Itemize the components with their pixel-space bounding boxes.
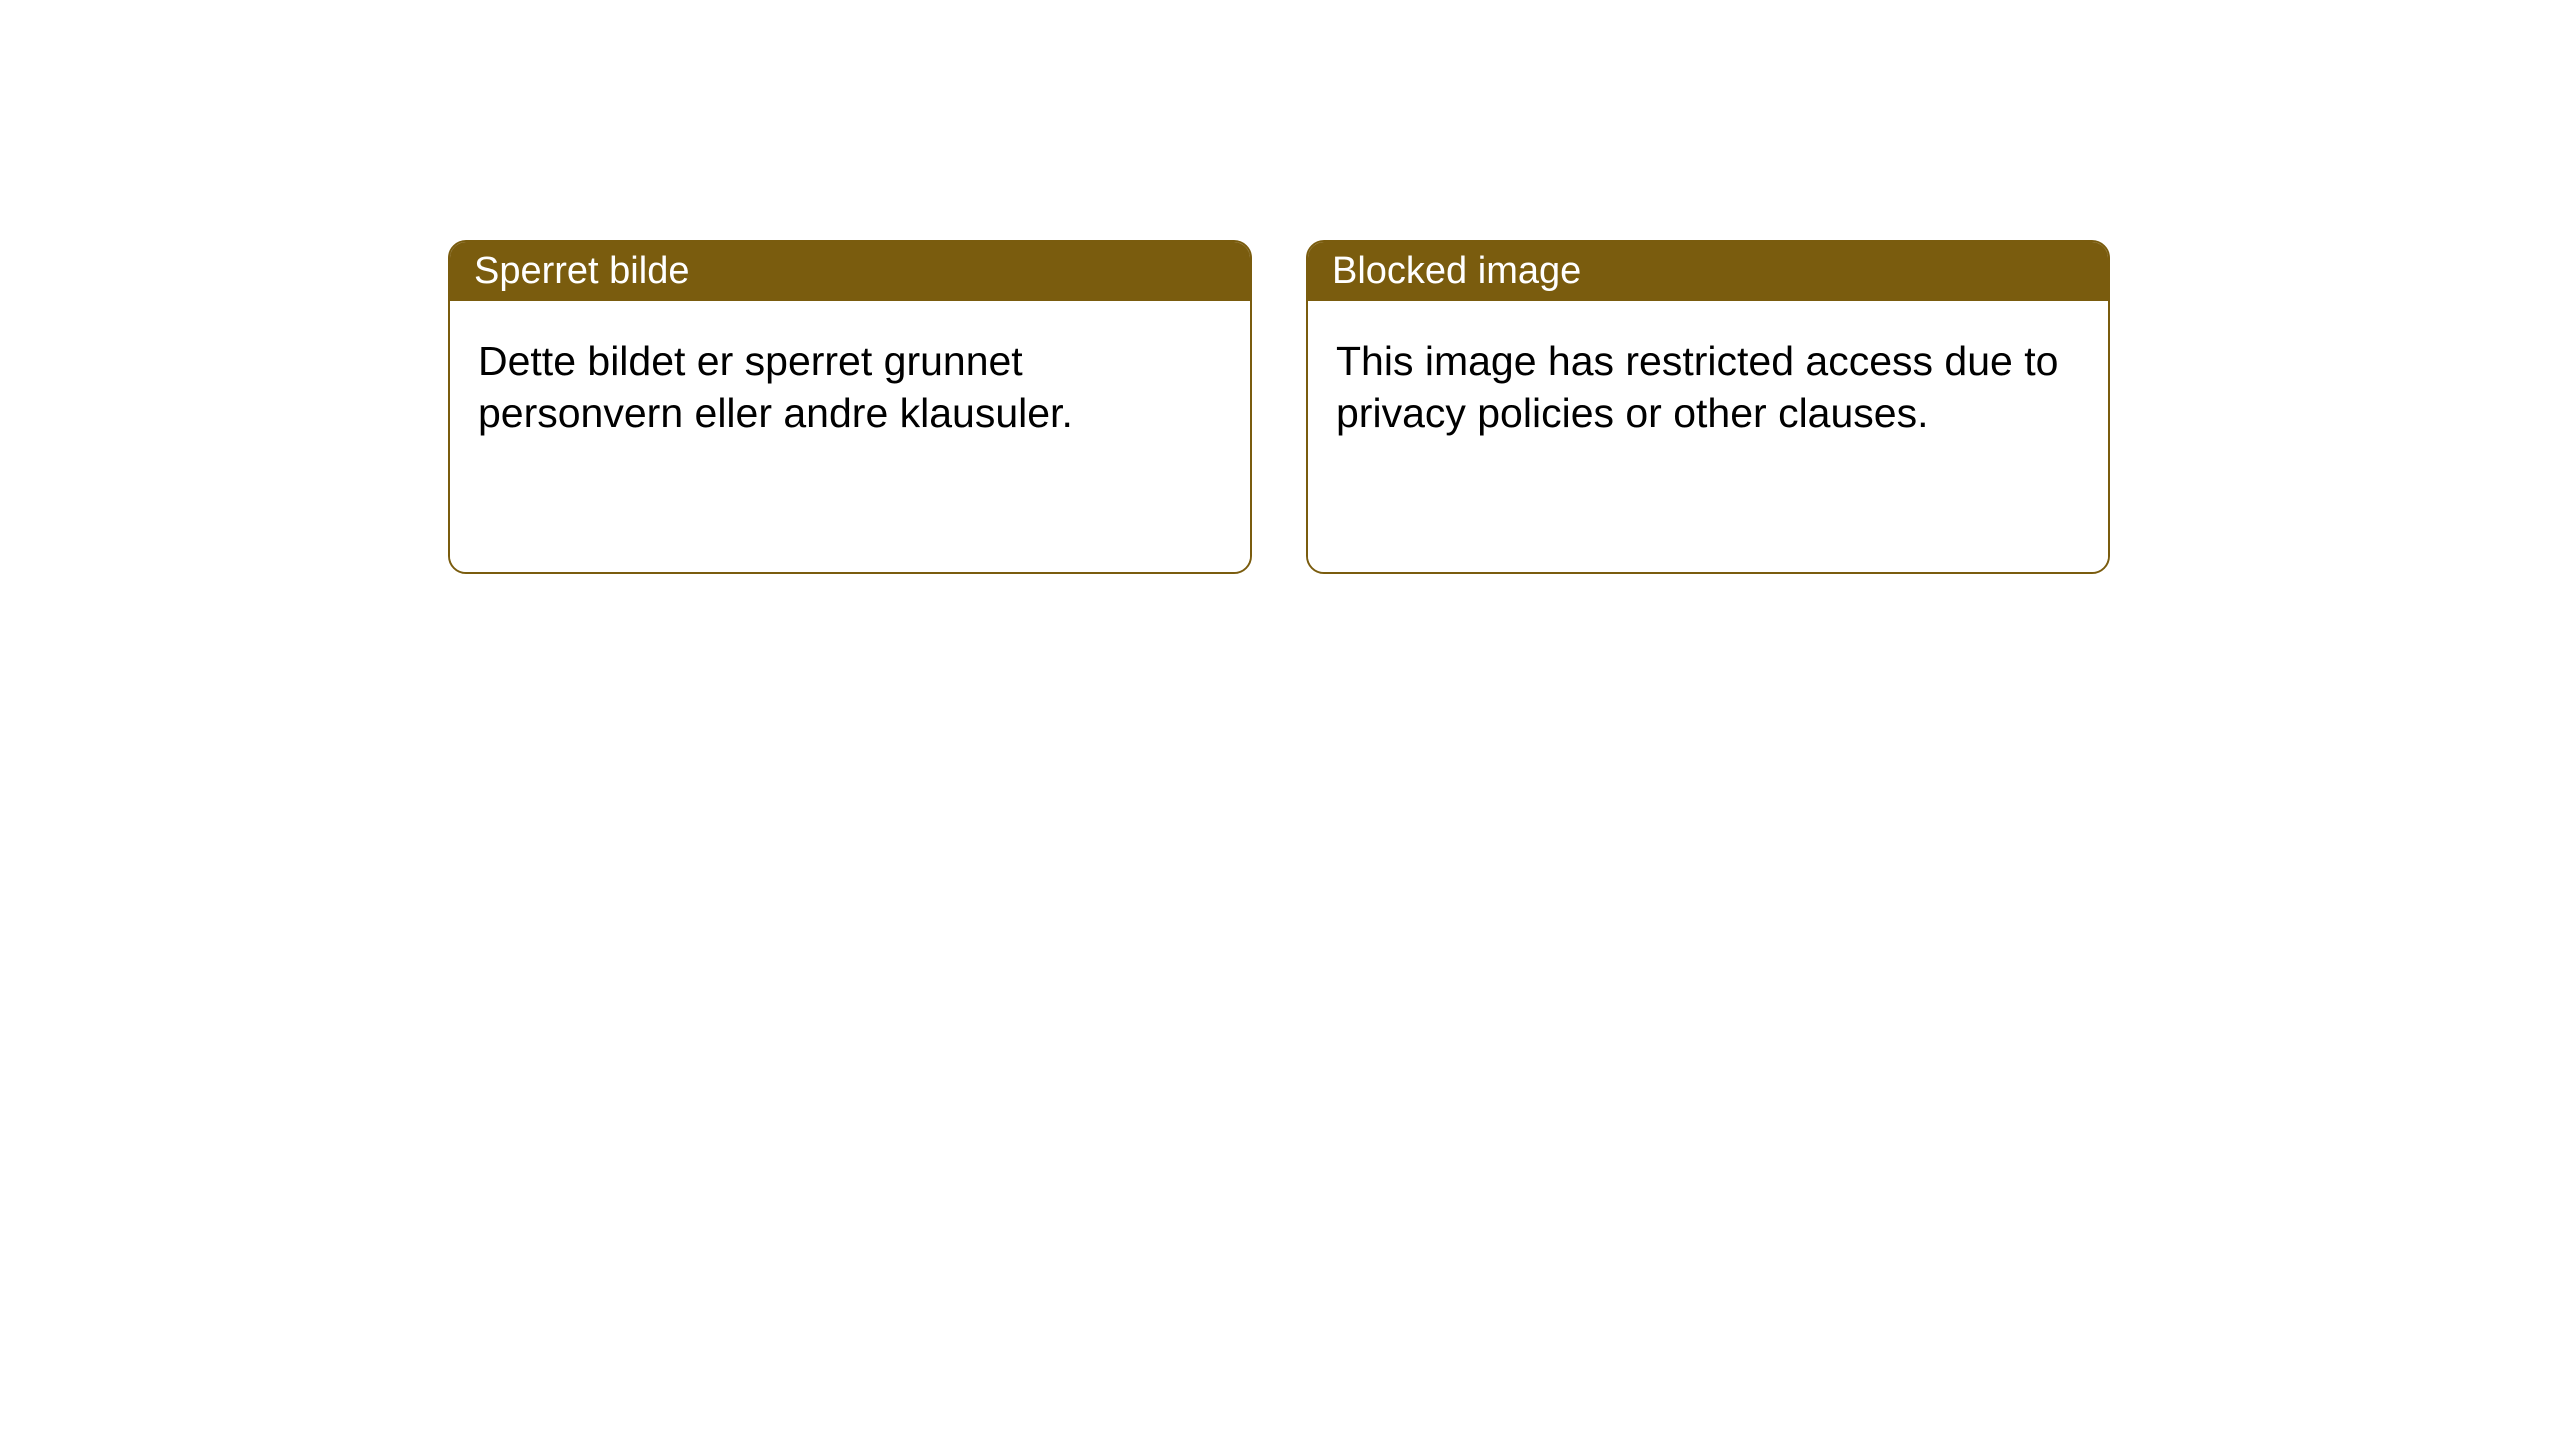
notice-header: Blocked image [1308, 242, 2108, 301]
notice-header: Sperret bilde [450, 242, 1250, 301]
notice-title: Sperret bilde [474, 250, 689, 292]
notice-card-norwegian: Sperret bilde Dette bildet er sperret gr… [448, 240, 1252, 574]
notice-body: This image has restricted access due to … [1308, 301, 2108, 572]
notice-card-english: Blocked image This image has restricted … [1306, 240, 2110, 574]
notice-text: Dette bildet er sperret grunnet personve… [478, 338, 1073, 436]
notice-text: This image has restricted access due to … [1336, 338, 2058, 436]
notice-container: Sperret bilde Dette bildet er sperret gr… [0, 0, 2560, 574]
notice-title: Blocked image [1332, 250, 1581, 292]
notice-body: Dette bildet er sperret grunnet personve… [450, 301, 1250, 572]
